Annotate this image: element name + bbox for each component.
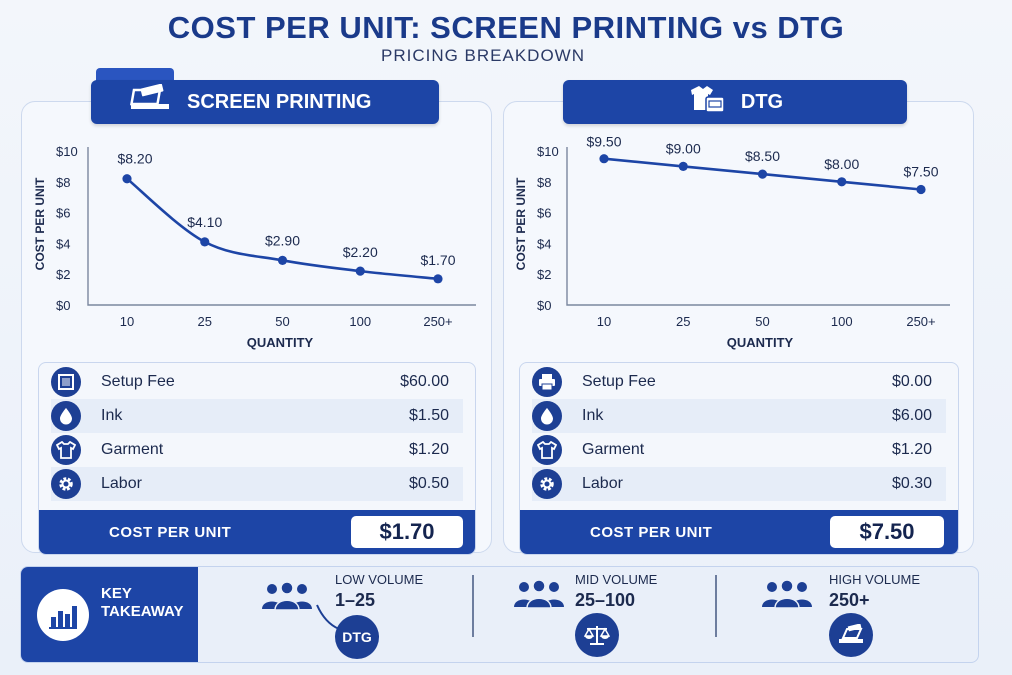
dtg-title: DTG	[740, 90, 784, 113]
tshirt-icon	[51, 435, 81, 465]
y-tick-label: $8	[56, 175, 70, 190]
dtg-cost-breakdown: Setup Fee $0.00 Ink $6.00 Garment $1.20 …	[519, 362, 959, 555]
y-tick-label: $6	[56, 206, 70, 221]
x-tick-label: 10	[597, 314, 611, 329]
y-tick-label: $4	[56, 236, 70, 251]
cost-row-garment: Garment $1.20	[51, 433, 463, 467]
takeaway-divider	[715, 575, 717, 637]
page-title: COST PER UNIT: SCREEN PRINTING vs DTG	[167, 10, 845, 45]
data-label: $1.70	[420, 252, 455, 268]
key-takeaway: KEY TAKEAWAY LOW VOLUME 1–25 DTG MID VOL…	[20, 566, 979, 663]
tshirt-icon	[532, 435, 562, 465]
screen-printing-cost-breakdown: Setup Fee $60.00 Ink $1.50 Garment $1.20…	[38, 362, 476, 555]
tshirt-printer-icon	[687, 84, 727, 120]
ink-drop-icon	[51, 401, 81, 431]
cost-row-labor: Labor $0.30	[532, 467, 946, 501]
chart-axes	[87, 147, 476, 306]
page-subtitle: PRICING BREAKDOWN	[380, 46, 586, 65]
y-tick-label: $10	[56, 144, 78, 159]
data-label: $8.00	[824, 156, 859, 172]
screen-printing-cost-value: $1.70	[351, 516, 463, 548]
people-icon	[511, 579, 567, 614]
cost-row-labor: Labor $0.50	[51, 467, 463, 501]
dtg-cost-value: $7.50	[830, 516, 944, 548]
people-icon	[259, 581, 315, 616]
data-label: $2.90	[265, 232, 300, 248]
data-point	[916, 184, 926, 195]
y-tick-label: $8	[537, 175, 551, 190]
takeaway-title-line2: TAKEAWAY	[101, 603, 184, 620]
y-tick-label: $2	[537, 267, 551, 282]
x-axis-label: QUANTITY	[727, 335, 794, 350]
data-point	[837, 177, 847, 187]
x-axis-label: QUANTITY	[247, 335, 314, 350]
cost-row-setup-fee: Setup Fee $0.00	[532, 365, 946, 399]
takeaway-divider	[472, 575, 474, 637]
screen-printing-cost-footer: COST PER UNIT $1.70	[39, 510, 475, 554]
x-tick-label: 50	[755, 314, 769, 329]
data-point	[757, 169, 768, 179]
y-tick-label: $4	[537, 236, 551, 251]
takeaway-title-line1: KEY	[101, 585, 132, 602]
ink-drop-icon	[532, 401, 562, 431]
y-axis-label: COST PER UNIT	[514, 177, 528, 270]
scale-icon	[575, 613, 619, 657]
chart-axes	[566, 147, 950, 306]
data-point	[355, 266, 365, 276]
x-tick-label: 250+	[423, 314, 452, 329]
data-point	[599, 154, 609, 164]
cost-row-setup-fee: Setup Fee $60.00	[51, 365, 463, 399]
dtg-cost-footer: COST PER UNIT $7.50	[520, 510, 958, 554]
y-axis-label: COST PER UNIT	[33, 177, 47, 270]
data-point	[433, 274, 443, 284]
y-tick-label: $2	[56, 267, 70, 282]
x-tick-label: 25	[198, 314, 212, 329]
y-tick-label: $10	[537, 144, 559, 159]
takeaway-sidebar: KEY TAKEAWAY	[21, 567, 198, 662]
data-label: $9.00	[666, 140, 701, 156]
data-label: $2.20	[343, 244, 378, 260]
cost-row-garment: Garment $1.20	[532, 433, 946, 467]
dtg-header: DTG	[563, 80, 907, 124]
cost-row-ink: Ink $1.50	[51, 399, 463, 433]
screen-printing-title: SCREEN PRINTING	[187, 90, 372, 113]
x-tick-label: 50	[275, 314, 289, 329]
screen-printer-icon	[829, 613, 873, 657]
data-point	[277, 255, 288, 265]
bar-chart-icon	[37, 589, 89, 641]
x-tick-label: 100	[831, 314, 853, 329]
x-tick-label: 25	[676, 314, 690, 329]
gear-icon	[532, 469, 562, 499]
y-tick-label: $6	[537, 206, 551, 221]
data-label: $8.20	[117, 151, 152, 167]
frame-icon	[51, 367, 81, 397]
screen-printer-icon	[127, 83, 173, 120]
data-point	[678, 161, 688, 171]
data-label: $9.50	[586, 134, 621, 150]
printer-icon	[532, 367, 562, 397]
x-tick-label: 100	[349, 314, 371, 329]
screen-printing-header: SCREEN PRINTING	[91, 80, 439, 124]
y-tick-label: $0	[56, 298, 70, 313]
cost-row-ink: Ink $6.00	[532, 399, 946, 433]
data-label: $4.10	[187, 214, 222, 230]
data-label: $7.50	[903, 164, 938, 180]
dtg-badge: DTG	[335, 615, 379, 659]
gear-icon	[51, 469, 81, 499]
data-point	[122, 174, 132, 184]
people-icon	[759, 579, 815, 614]
y-tick-label: $0	[537, 298, 551, 313]
x-tick-label: 10	[120, 314, 134, 329]
data-point	[200, 237, 210, 247]
x-tick-label: 250+	[906, 314, 935, 329]
data-label: $8.50	[745, 148, 780, 164]
